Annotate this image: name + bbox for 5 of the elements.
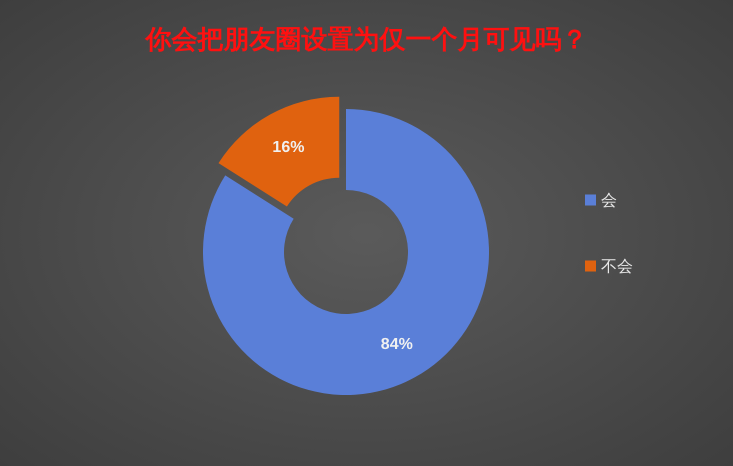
legend-label: 不会 — [601, 256, 633, 276]
chart-title: 你会把朋友圈设置为仅一个月可见吗？ — [144, 25, 588, 55]
data-label: 84% — [380, 336, 413, 353]
legend-label: 会 — [601, 190, 617, 210]
data-label: 16% — [272, 138, 304, 156]
